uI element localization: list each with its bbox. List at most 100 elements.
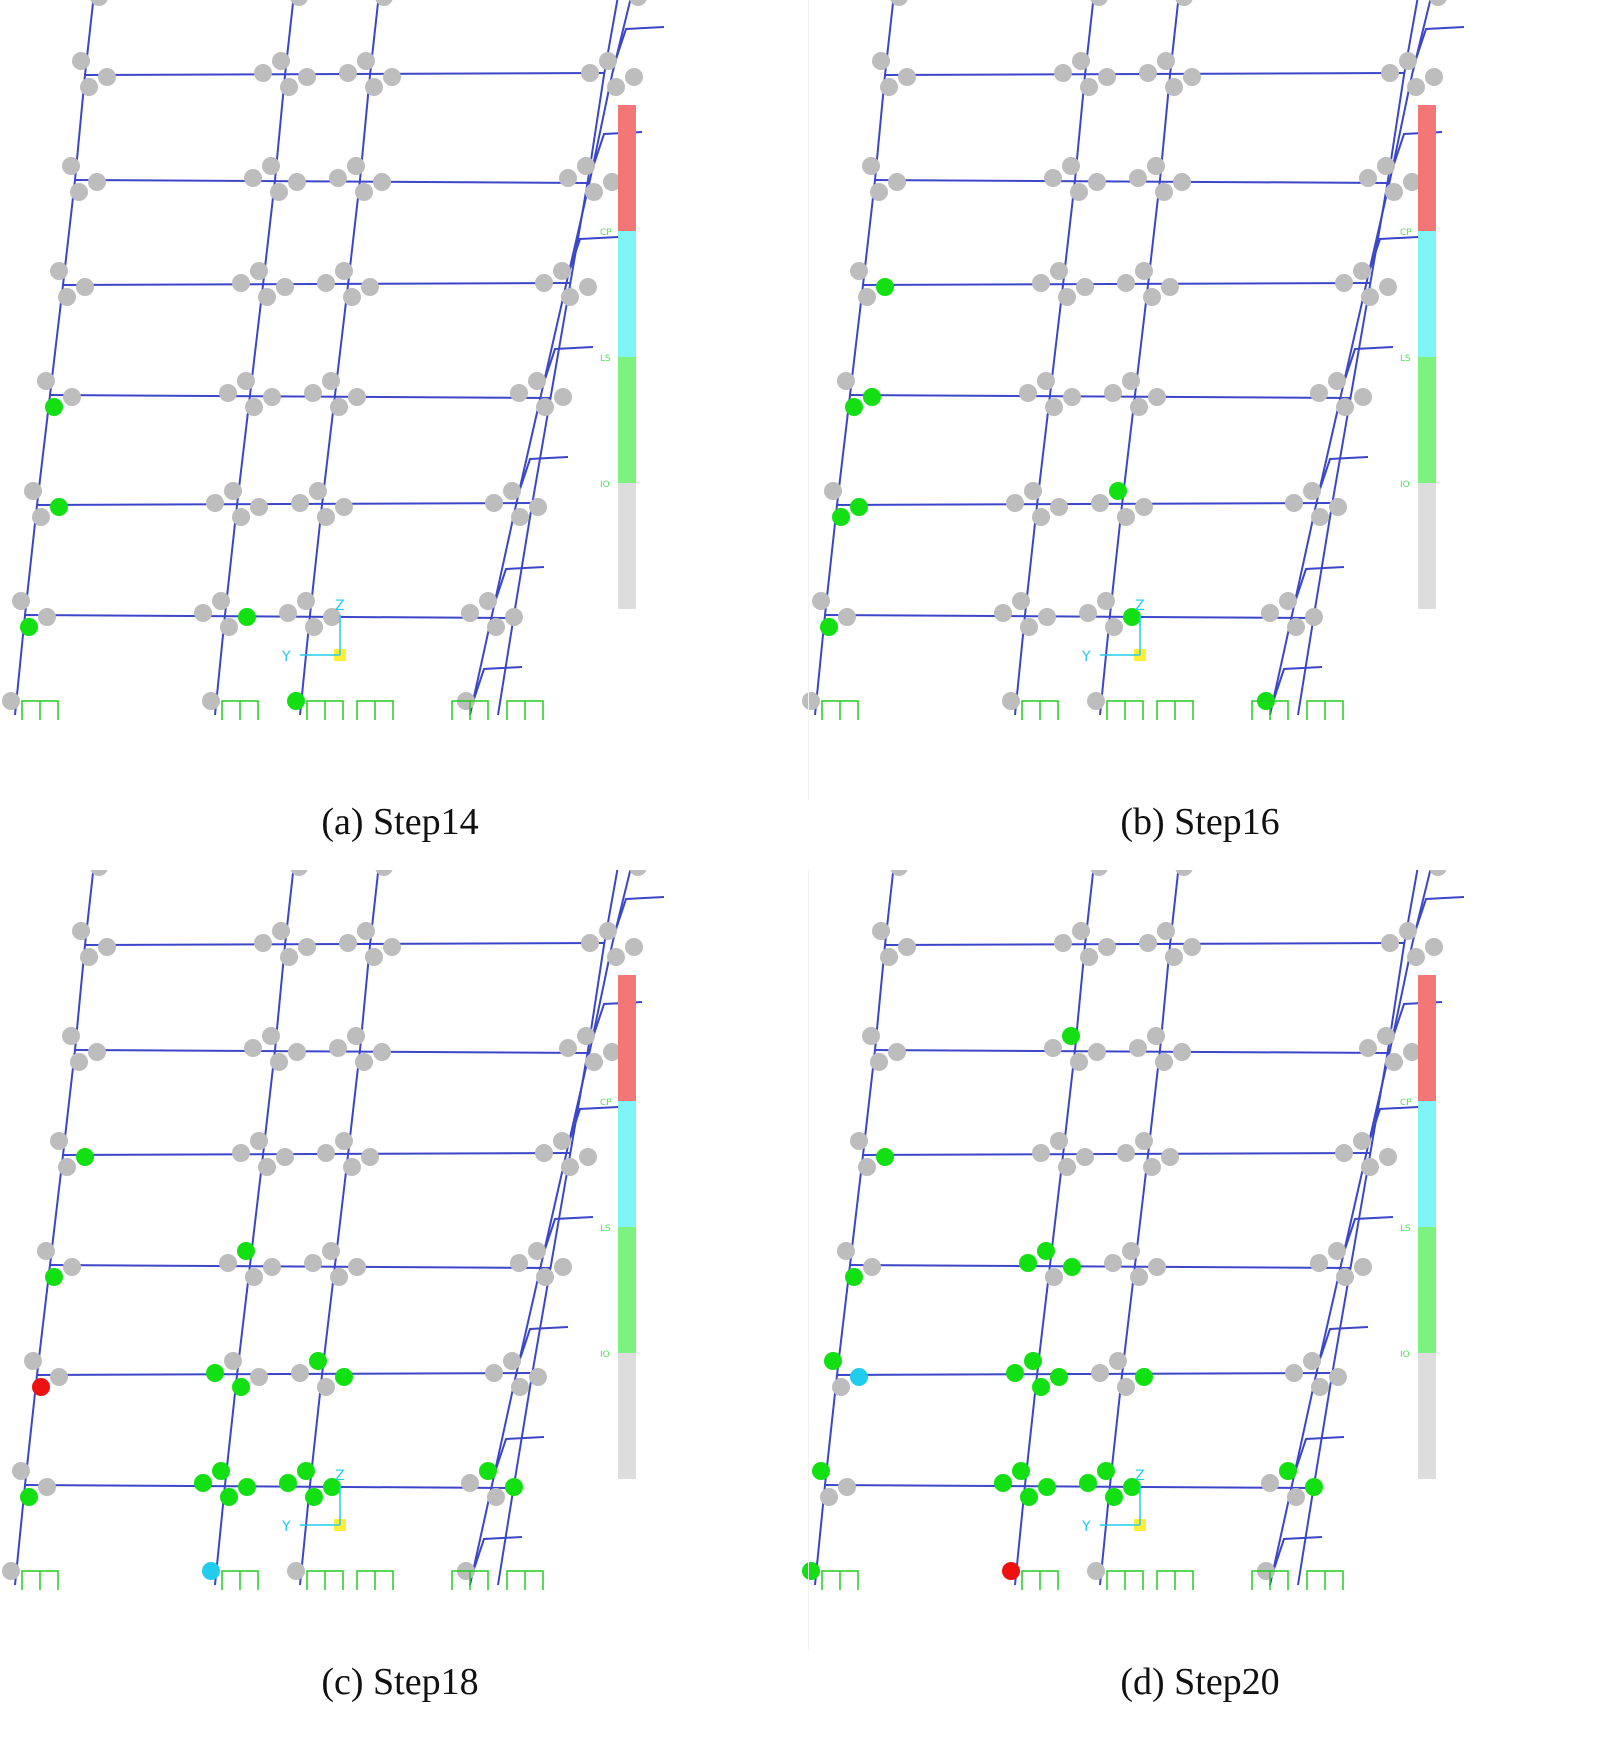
- hinge-elastic: [1104, 1254, 1122, 1272]
- hinge-elastic: [1155, 183, 1173, 201]
- hinge-elastic: [1377, 1027, 1395, 1045]
- hinge-elastic: [838, 608, 856, 626]
- hinge-io: [812, 1462, 830, 1480]
- hinge-elastic: [579, 1148, 597, 1166]
- legend-label-ls: LS: [1400, 354, 1411, 364]
- hinge-elastic: [383, 938, 401, 956]
- hinge-elastic: [1024, 482, 1042, 500]
- hinge-elastic: [1305, 608, 1323, 626]
- setback-frame-4: [567, 236, 619, 276]
- hinge-io: [479, 1462, 497, 1480]
- hinge-io: [335, 1368, 353, 1386]
- hinge-elastic: [1407, 78, 1425, 96]
- hinge-elastic: [1361, 1158, 1379, 1176]
- hinge-elastic: [585, 1053, 603, 1071]
- hinge-io: [1305, 1478, 1323, 1496]
- hinge-elastic: [1129, 169, 1147, 187]
- legend-label-ls: LS: [600, 354, 611, 364]
- hinge-io: [20, 1488, 38, 1506]
- hinge-elastic: [232, 1144, 250, 1162]
- hinge-elastic: [365, 948, 383, 966]
- hinge-elastic: [1098, 68, 1116, 86]
- hinge-io: [1019, 1254, 1037, 1272]
- hinge-elastic: [487, 618, 505, 636]
- hinge-elastic: [1032, 274, 1050, 292]
- panel-b: Z Y CP LS IO: [800, 0, 1520, 720]
- hinge-elastic: [12, 1462, 30, 1480]
- legend-segment-2: [1418, 1227, 1436, 1353]
- hinge-elastic: [553, 1132, 571, 1150]
- hinge-elastic: [1336, 1268, 1354, 1286]
- hinge-elastic: [1076, 278, 1094, 296]
- hinge-elastic: [272, 52, 290, 70]
- hinge-elastic: [1385, 1053, 1403, 1071]
- hinge-elastic: [1353, 262, 1371, 280]
- hinge-elastic: [890, 870, 908, 876]
- caption-a: (a) Step14: [321, 801, 479, 843]
- hinge-elastic: [62, 1027, 80, 1045]
- hinge-elastic: [323, 608, 341, 626]
- hinge-elastic: [1090, 870, 1108, 876]
- hinge-elastic: [1032, 508, 1050, 526]
- hinge-elastic: [625, 938, 643, 956]
- hinge-io: [802, 1562, 820, 1580]
- hinge-elastic: [1407, 948, 1425, 966]
- hinge-elastic: [348, 388, 366, 406]
- hinge-elastic: [1303, 482, 1321, 500]
- hinge-elastic: [1335, 1144, 1353, 1162]
- hinge-elastic: [890, 0, 908, 6]
- hinge-io: [20, 618, 38, 636]
- hinge-io: [297, 1462, 315, 1480]
- hinge-elastic: [858, 1158, 876, 1176]
- plastic-hinges: [802, 870, 1447, 1580]
- hinge-elastic: [1063, 388, 1081, 406]
- y-axis-label: Y: [281, 1519, 291, 1535]
- hinge-elastic: [70, 1053, 88, 1071]
- hinge-elastic: [1353, 1132, 1371, 1150]
- hinge-io: [1109, 482, 1127, 500]
- hinge-elastic: [38, 1478, 56, 1496]
- hinge-io: [232, 1378, 250, 1396]
- frame-column-0: [14, 0, 95, 716]
- hinge-elastic: [1429, 870, 1447, 876]
- hinge-elastic: [1361, 288, 1379, 306]
- hinge-elastic: [880, 78, 898, 96]
- hinge-elastic: [529, 1368, 547, 1386]
- hinge-elastic: [536, 1268, 554, 1286]
- hinge-elastic: [365, 78, 383, 96]
- hinge-io: [206, 1364, 224, 1382]
- hinge-elastic: [581, 934, 599, 952]
- legend-label-io: IO: [600, 480, 610, 490]
- hinge-elastic: [1129, 1039, 1147, 1057]
- hinge-elastic: [1090, 0, 1108, 6]
- hinge-elastic: [1087, 1562, 1105, 1580]
- hinge-elastic: [287, 1562, 305, 1580]
- hinge-elastic: [837, 1242, 855, 1260]
- hinge-elastic: [898, 68, 916, 86]
- hinge-elastic: [24, 1352, 42, 1370]
- hinge-elastic: [335, 1132, 353, 1150]
- hinge-elastic: [50, 1132, 68, 1150]
- hinge-elastic: [1354, 1258, 1372, 1276]
- hinge-elastic: [880, 948, 898, 966]
- hinge-elastic: [330, 1268, 348, 1286]
- hinge-elastic: [1183, 938, 1201, 956]
- hinge-elastic: [1058, 288, 1076, 306]
- hinge-elastic: [347, 1027, 365, 1045]
- frame-beam-3: [849, 1264, 1352, 1269]
- hinge-elastic: [511, 1378, 529, 1396]
- hinge-elastic: [535, 1144, 553, 1162]
- hinge-io: [323, 1478, 341, 1496]
- legend-segment-1: [1418, 231, 1436, 357]
- hinge-elastic: [1303, 1352, 1321, 1370]
- hinge-elastic: [1403, 1043, 1421, 1061]
- hinge-io: [1020, 1488, 1038, 1506]
- supports: [21, 700, 544, 720]
- hinge-elastic: [603, 1043, 621, 1061]
- hinge-elastic: [559, 169, 577, 187]
- hinge-elastic: [1088, 173, 1106, 191]
- supports: [821, 700, 1344, 720]
- hinge-elastic: [347, 157, 365, 175]
- hinge-io: [824, 1352, 842, 1370]
